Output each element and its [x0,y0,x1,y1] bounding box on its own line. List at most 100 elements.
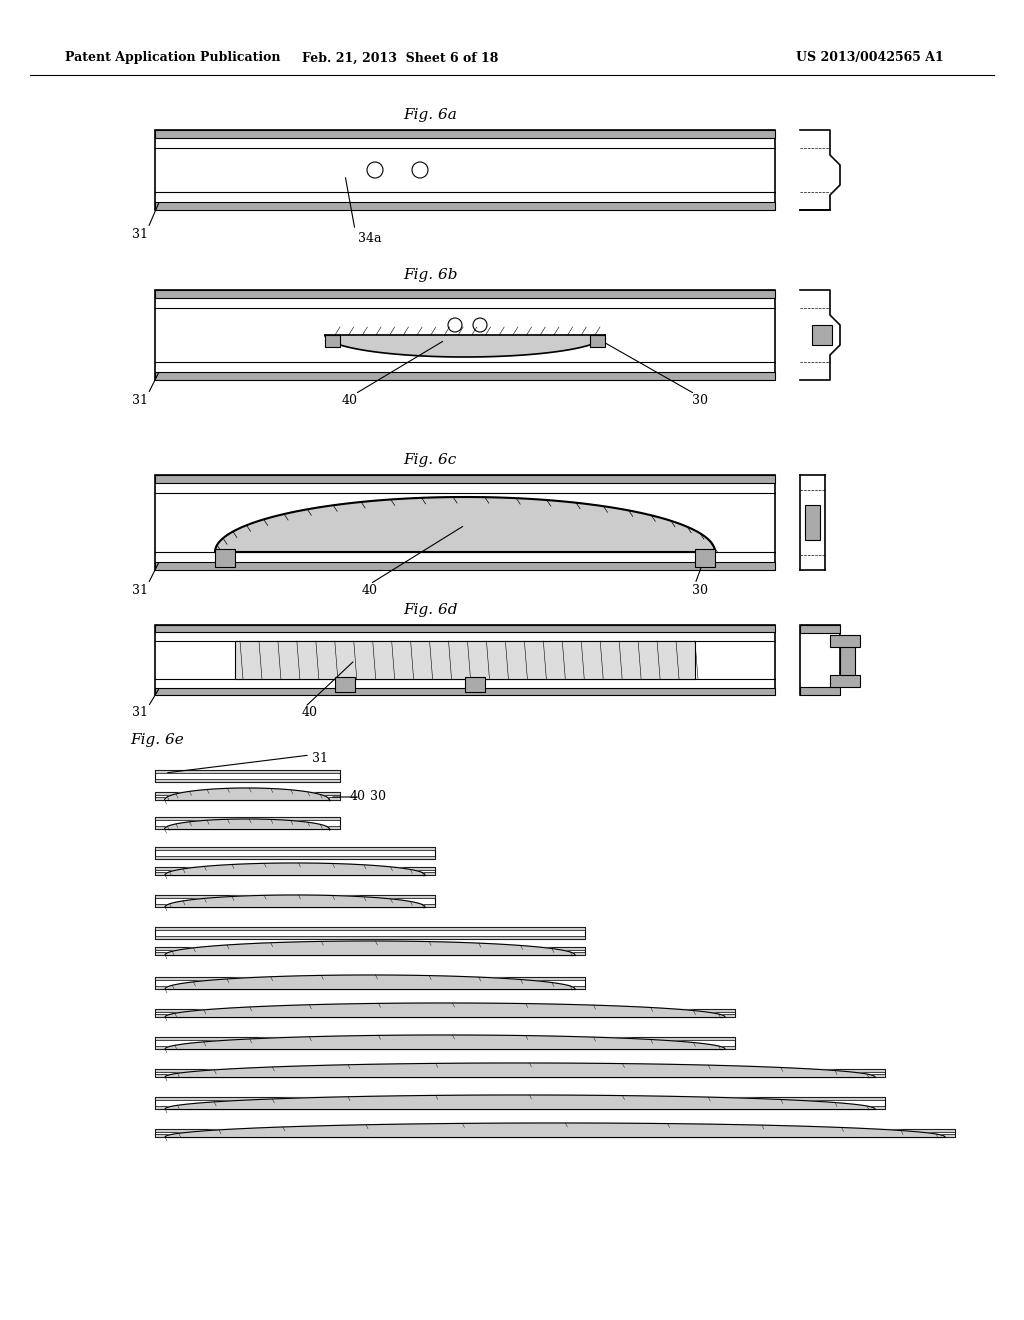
Bar [812,325,831,345]
Bar [155,946,585,954]
Bar [155,797,340,800]
Bar [155,817,340,820]
Polygon shape [165,1003,725,1016]
Polygon shape [325,335,605,356]
Bar [335,677,355,692]
Bar [155,1014,735,1016]
Bar [155,688,775,696]
Polygon shape [165,1096,874,1109]
Text: Fig. 6e: Fig. 6e [130,733,183,747]
Bar [155,290,775,380]
Bar [800,624,840,696]
Bar [215,549,234,568]
Bar [325,335,340,347]
Text: US 2013/0042565 A1: US 2013/0042565 A1 [796,51,944,65]
Bar [155,977,585,989]
Bar [155,624,775,696]
Text: Patent Application Publication: Patent Application Publication [65,51,281,65]
Text: 30: 30 [692,393,708,407]
Bar [155,1069,885,1077]
Bar [465,677,485,692]
Bar [155,1008,735,1012]
Bar [800,686,840,696]
Bar [830,675,860,686]
Bar [155,986,585,989]
Bar [155,1129,955,1133]
Bar [155,792,340,795]
Text: Fig. 6d: Fig. 6d [402,603,458,616]
Bar [155,946,585,950]
Bar [155,1069,885,1072]
Bar [800,624,840,634]
Polygon shape [165,818,330,829]
Text: 31: 31 [132,706,148,719]
Bar [155,290,775,298]
Bar [155,952,585,954]
Bar [155,1038,735,1040]
Bar [155,202,775,210]
Bar [805,506,820,540]
Text: 40: 40 [302,706,318,719]
Text: Fig. 6b: Fig. 6b [402,268,458,282]
Polygon shape [165,1123,945,1137]
Bar [155,847,435,850]
Polygon shape [165,941,575,954]
Bar [155,770,340,781]
Polygon shape [165,895,425,907]
Bar [155,895,435,907]
Text: 40: 40 [350,791,366,804]
Bar [155,562,775,570]
Bar [155,977,585,979]
Bar [155,1129,955,1137]
Bar [155,475,775,483]
Text: 30: 30 [692,583,708,597]
Bar [840,640,855,680]
Polygon shape [165,975,575,989]
Bar [155,1134,955,1137]
Bar [155,129,775,139]
Bar [155,867,435,875]
Bar [155,372,775,380]
Text: 40: 40 [362,583,378,597]
Polygon shape [165,863,425,875]
Bar [155,129,775,210]
Bar [155,1097,885,1109]
Bar [155,855,435,859]
Bar [155,792,340,800]
Text: 31: 31 [132,583,148,597]
Bar [155,847,435,859]
Text: 31: 31 [312,751,328,764]
Bar [155,770,340,774]
Bar [155,895,435,898]
Bar [155,779,340,781]
Text: 34a: 34a [358,231,382,244]
Bar [590,335,605,347]
Polygon shape [165,788,330,800]
Bar [155,624,775,632]
Bar [155,1106,885,1109]
Bar [155,475,775,570]
Bar [155,1045,735,1049]
Text: Fig. 6c: Fig. 6c [403,453,457,467]
Bar [155,927,585,931]
Polygon shape [165,1063,874,1077]
Polygon shape [215,498,715,552]
Text: 40: 40 [342,393,358,407]
Bar [155,1097,885,1100]
Bar [155,1008,735,1016]
Bar [234,642,695,678]
Text: Fig. 6a: Fig. 6a [403,108,457,121]
Bar [155,817,340,829]
Text: 31: 31 [132,393,148,407]
Text: 30: 30 [370,791,386,804]
Text: Feb. 21, 2013  Sheet 6 of 18: Feb. 21, 2013 Sheet 6 of 18 [302,51,499,65]
Bar [155,936,585,939]
Polygon shape [165,1035,725,1049]
Bar [155,867,435,870]
Bar [155,904,435,907]
Bar [155,1074,885,1077]
Bar [155,1038,735,1049]
Bar [695,549,715,568]
Bar [155,826,340,829]
Bar [155,873,435,875]
